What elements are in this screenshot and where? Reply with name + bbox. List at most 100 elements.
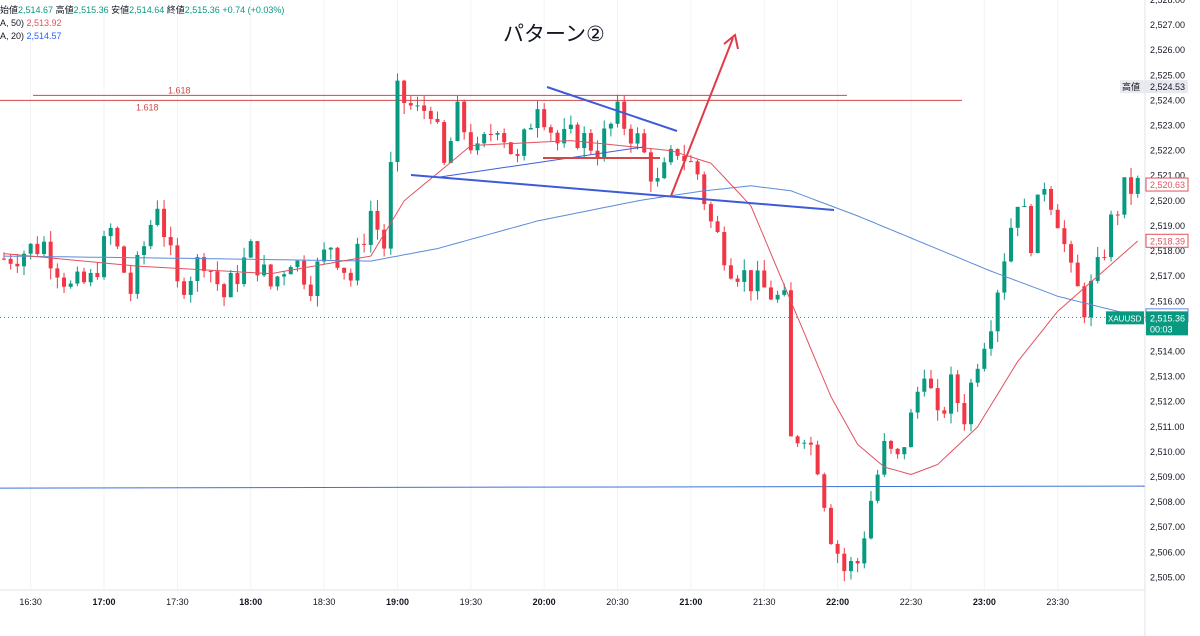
candle-body (702, 174, 707, 205)
candle-body (542, 109, 547, 128)
ma20-value: 2,514.57 (26, 31, 62, 41)
candle-body (155, 208, 160, 225)
upper-trendline[interactable] (546, 86, 678, 132)
candle-body (82, 271, 87, 283)
time-axis[interactable]: 16:30 17:00 17:30 18:00 18:30 19:00 19:30 20:00… (0, 589, 1145, 607)
high-tag-value: 2,524.53 (1150, 82, 1185, 92)
time-tick-label: 21:30 (753, 597, 776, 607)
fib-label-1: 1.618 (168, 85, 191, 95)
candle-body (989, 331, 994, 349)
time-tick-label: 16:30 (19, 597, 42, 607)
candle-body (422, 105, 427, 111)
breakout-arrow-shaft[interactable] (670, 37, 734, 197)
candle-body (388, 162, 393, 249)
candle-body (1062, 228, 1067, 245)
time-tick-label: 17:00 (93, 597, 116, 607)
pattern-annotation: パターン② (503, 22, 605, 46)
candle-body (855, 560, 860, 564)
price-tick-label: 2,516.00 (1150, 296, 1185, 306)
candle-body (1022, 206, 1027, 208)
horizontal-lines[interactable]: 1.618 1.618 (0, 85, 1146, 489)
candle-body (555, 132, 560, 144)
candle-body (495, 133, 500, 135)
candle-body (188, 280, 193, 295)
candle-body (708, 204, 713, 222)
candle-body (582, 133, 587, 149)
change-value: +0.74 (+0.03%) (222, 5, 285, 15)
candle-body (255, 241, 260, 276)
price-tick-label: 2,509.00 (1150, 472, 1185, 482)
price-tick-label: 2,514.00 (1150, 346, 1185, 356)
price-tick-label: 2,512.00 (1150, 397, 1185, 407)
candle-body (8, 258, 13, 264)
candle-body (848, 560, 853, 572)
high-value: 2,515.36 (73, 5, 109, 15)
candle-body (368, 210, 373, 245)
time-tick-label: 22:00 (826, 597, 849, 607)
candle-body (835, 543, 840, 554)
ma50-legend[interactable]: A, 50) 2,513.92 (0, 17, 62, 30)
ma20-line (3, 185, 1138, 317)
candle-body (88, 272, 93, 283)
time-tick-label: 23:00 (973, 597, 996, 607)
lower-trendline[interactable] (410, 174, 835, 211)
candle-body (548, 127, 553, 133)
candle-body (248, 241, 253, 258)
candle-body (435, 118, 440, 123)
candle-body (428, 110, 433, 119)
candle-body (895, 448, 900, 455)
low-label: 安値 (111, 5, 130, 15)
inner-trendline[interactable] (439, 146, 644, 178)
candle-body (142, 246, 147, 255)
countdown-text: 00:03 (1150, 324, 1173, 334)
candle-body (148, 224, 153, 247)
price-tick-label: 2,526.00 (1150, 45, 1185, 55)
time-tick-label: 19:30 (460, 597, 483, 607)
candle-body (1069, 244, 1074, 263)
price-tick-label: 2,523.00 (1150, 121, 1185, 131)
candle-body (135, 254, 140, 294)
ma-b-tag-text: 2,518.39 (1150, 236, 1185, 246)
candle-body (242, 257, 247, 285)
support-line[interactable] (0, 485, 1146, 489)
trend-drawings[interactable] (410, 33, 835, 211)
candle-body (1055, 209, 1060, 229)
ma-a-tag-box (1145, 177, 1189, 192)
price-tick-label: 2,521.00 (1150, 171, 1185, 181)
candle-body (902, 447, 907, 455)
ohlc-legend: 始値2,514.67 高値2,515.36 安値2,514.64 終値2,515… (0, 4, 284, 17)
price-tick-label: 2,506.00 (1150, 547, 1185, 557)
high-label: 高値 (55, 5, 74, 15)
price-tick-label: 2,505.00 (1150, 572, 1185, 582)
candle-body (782, 290, 787, 295)
candle-body (268, 264, 273, 287)
candle-body (1049, 189, 1054, 210)
candle-body (955, 374, 960, 404)
candle-body (662, 162, 667, 179)
price-tags: 高値2,524.532,520.632,518.392,515.42XAUUSD… (1106, 80, 1189, 336)
symbol-tag-box (1106, 311, 1144, 325)
candle-body (748, 270, 753, 292)
candle-body (1082, 286, 1087, 318)
candle-body (642, 133, 647, 153)
candle-body (648, 152, 653, 182)
candle-body (348, 272, 353, 281)
candle-body (228, 273, 233, 298)
candle-body (635, 133, 640, 144)
candle-body (622, 101, 627, 129)
candle-body (515, 154, 520, 156)
candle-body (355, 243, 360, 281)
candle-body (1029, 206, 1034, 254)
ma-b-tag-box (1145, 233, 1189, 248)
candle-body (282, 274, 287, 277)
candle-body (415, 105, 420, 107)
ma50-value: 2,513.92 (26, 18, 62, 28)
candle-body (475, 143, 480, 151)
candle-body (295, 260, 300, 268)
candle-body (908, 412, 913, 448)
ma20-legend[interactable]: A, 20) 2,514.57 (0, 30, 62, 43)
candle-body (35, 243, 40, 255)
candle-body (922, 378, 927, 392)
high-tag-box (1120, 80, 1188, 94)
